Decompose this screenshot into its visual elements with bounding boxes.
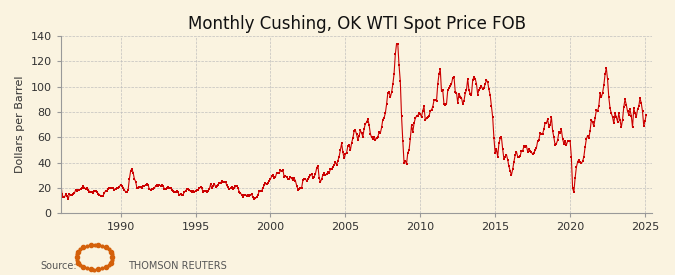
- Title: Monthly Cushing, OK WTI Spot Price FOB: Monthly Cushing, OK WTI Spot Price FOB: [188, 15, 526, 33]
- Text: THOMSON REUTERS: THOMSON REUTERS: [128, 261, 227, 271]
- Y-axis label: Dollars per Barrel: Dollars per Barrel: [15, 76, 25, 174]
- Text: Source:: Source:: [40, 261, 77, 271]
